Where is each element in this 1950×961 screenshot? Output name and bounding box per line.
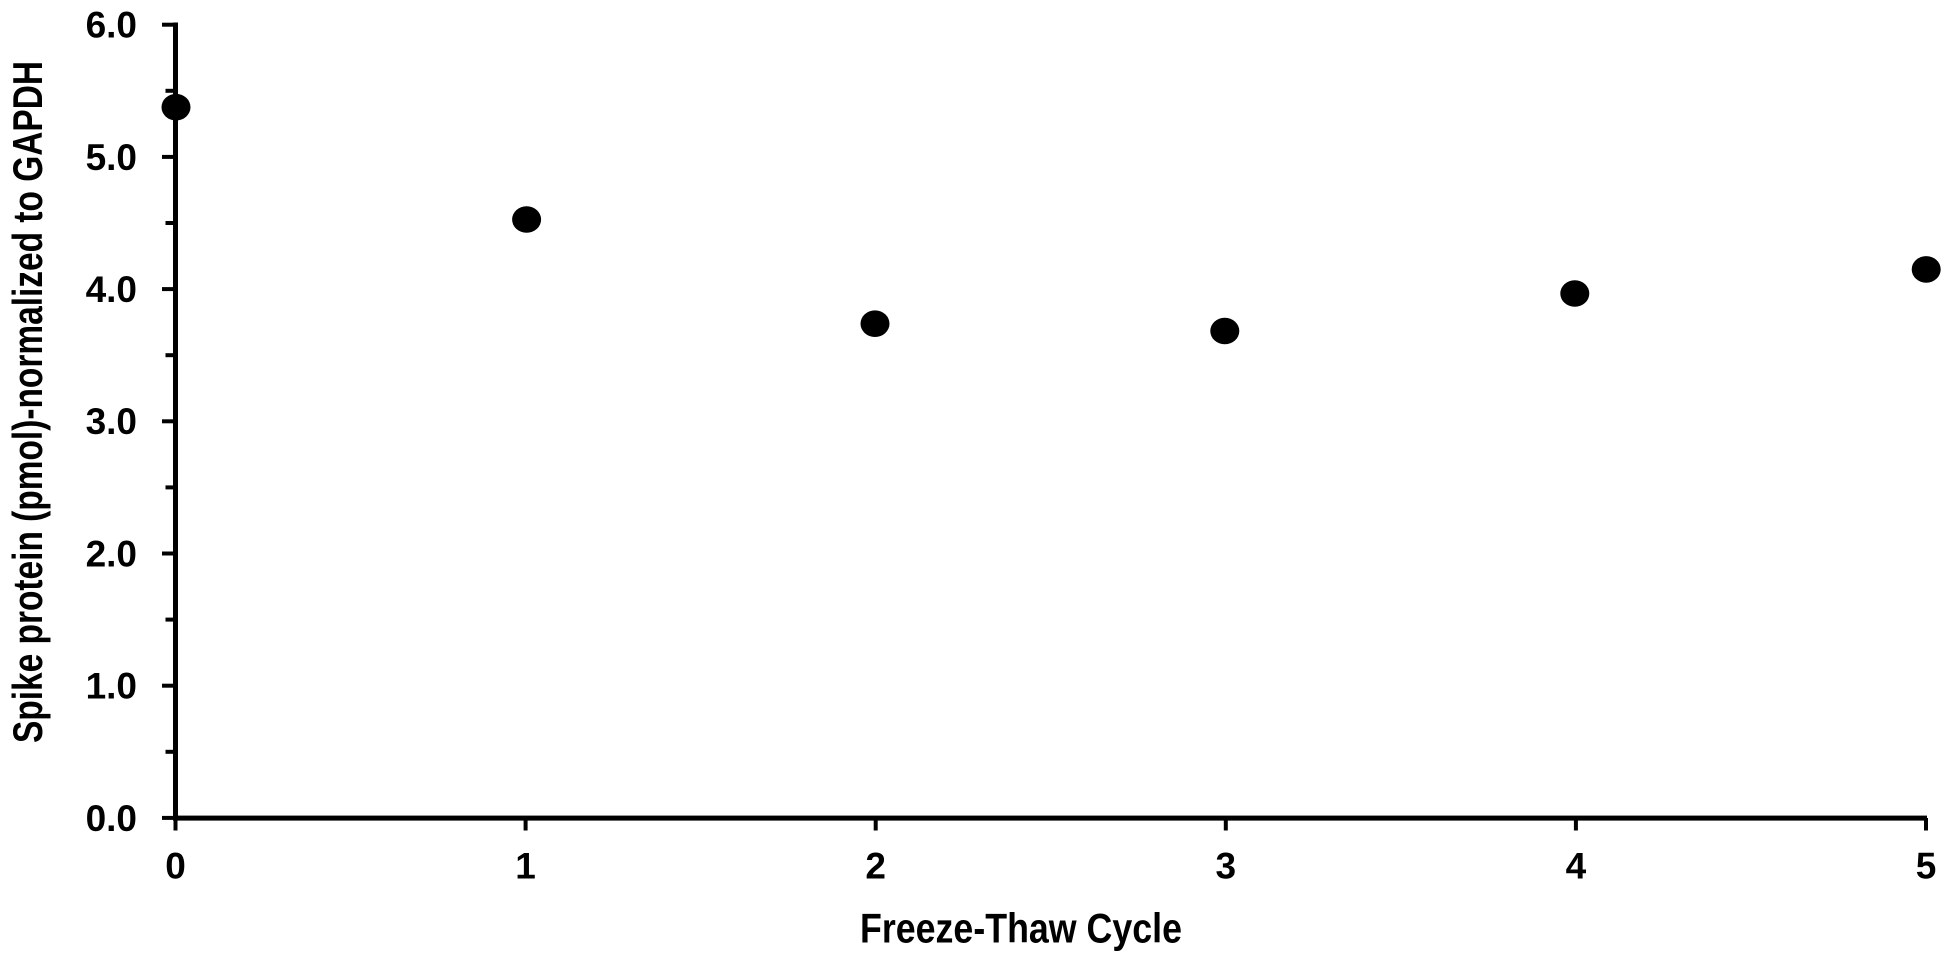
svg-text:4.0: 4.0 [86, 269, 137, 310]
svg-text:0.0: 0.0 [86, 798, 137, 839]
svg-text:3: 3 [1216, 846, 1237, 887]
svg-text:6.0: 6.0 [86, 5, 137, 46]
svg-text:5.0: 5.0 [86, 137, 137, 178]
svg-text:Freeze-Thaw Cycle: Freeze-Thaw Cycle [860, 905, 1182, 952]
svg-text:Spike protein (pmol)-normalize: Spike protein (pmol)-normalized to GAPDH [4, 61, 51, 743]
svg-text:0: 0 [165, 846, 186, 887]
svg-text:5: 5 [1916, 846, 1937, 887]
svg-text:2: 2 [865, 846, 886, 887]
svg-text:3.0: 3.0 [86, 401, 137, 442]
svg-text:1.0: 1.0 [86, 666, 137, 707]
svg-text:2.0: 2.0 [86, 533, 137, 574]
svg-text:1: 1 [515, 846, 536, 887]
svg-text:4: 4 [1566, 846, 1587, 887]
